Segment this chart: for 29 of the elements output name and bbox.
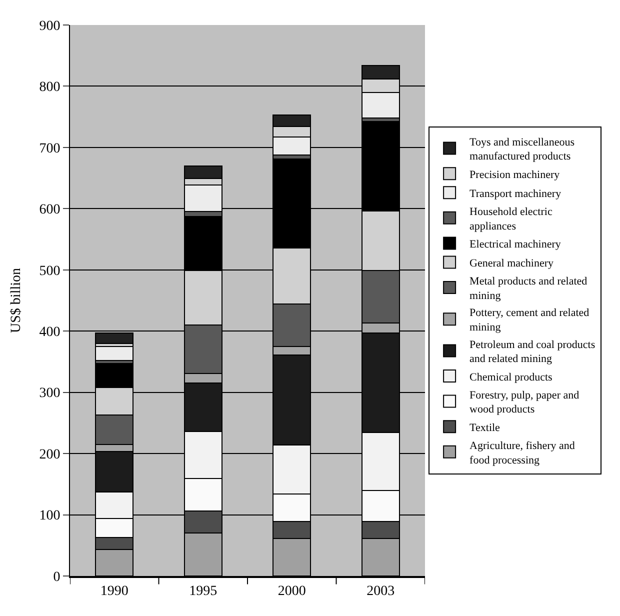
y-tick-label: 600: [39, 202, 60, 218]
legend-label: Transport machinery: [470, 188, 562, 200]
y-axis-title: US$ billion: [8, 268, 24, 333]
x-tick-label: 1995: [189, 584, 218, 599]
y-tick-label: 900: [39, 18, 60, 34]
legend-label: Textile: [470, 422, 500, 434]
legend-label: Household electric appliances: [470, 206, 552, 232]
y-tick-label: 100: [39, 508, 60, 524]
y-tick-label: 0: [53, 570, 60, 585]
y-tick-label: 800: [39, 80, 60, 96]
x-tick-label: 1990: [100, 584, 128, 599]
legend-label: Toys and miscellaneous manufactured products: [470, 136, 574, 163]
y-tick-label: 400: [39, 325, 60, 340]
legend-label: Petroleum and coal products and related mining: [470, 338, 596, 366]
bar: [95, 346, 134, 361]
y-tick-label: 500: [39, 264, 60, 279]
legend-label: Electrical machinery: [470, 238, 562, 250]
x-tick-label: 2000: [278, 584, 306, 599]
legend-label: Metal products and related mining: [470, 276, 588, 302]
legend-label: Precision machinery: [470, 168, 560, 181]
y-tick-label: 700: [39, 141, 60, 156]
x-tick-label: 2003: [366, 584, 395, 599]
legend-label: Agriculture, fishery and food processing: [470, 440, 576, 466]
y-tick-label: 200: [39, 447, 60, 462]
legend-label: General machinery: [470, 257, 554, 270]
legend-label: Forestry, pulp, paper and wood products: [470, 389, 580, 416]
legend-label: Pottery, cement and related mining: [470, 307, 590, 334]
legend-label: Chemical products: [470, 371, 552, 384]
y-tick-label: 300: [39, 386, 60, 402]
